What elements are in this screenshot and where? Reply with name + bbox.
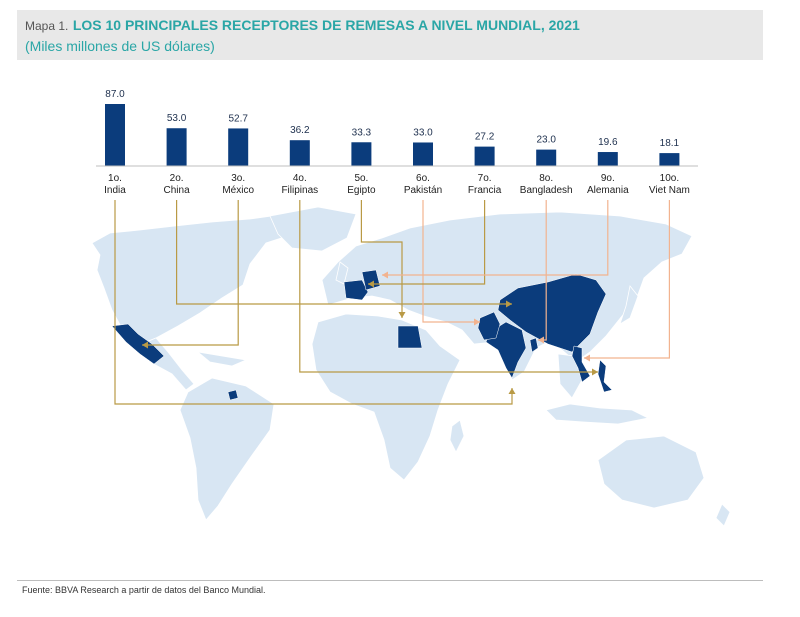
bar-México (228, 128, 249, 166)
category-label: India (104, 185, 126, 196)
arrowhead-viet-nam (584, 354, 590, 362)
south-america-landmass (179, 377, 275, 521)
connector-viet-nam (584, 200, 670, 359)
germany-highlight (361, 269, 381, 291)
madagascar-landmass (449, 419, 465, 453)
rank-label: 6o. (416, 173, 430, 184)
connector-lines (114, 200, 670, 405)
bar-Egipto (351, 142, 372, 166)
footer-divider (17, 580, 763, 581)
arrowhead-france (368, 280, 374, 288)
highlighted-countries (111, 269, 613, 401)
france-highlight (343, 279, 369, 301)
africa-landmass (311, 313, 461, 481)
north-america-landmass (91, 213, 301, 348)
bar-India (105, 104, 125, 166)
connector-egypt (360, 200, 403, 318)
philippines-highlight (597, 359, 613, 393)
arrowhead-egypt (398, 312, 406, 318)
bar-Pakistán (413, 142, 433, 166)
value-label: 33.3 (352, 127, 372, 138)
connector-mexico (142, 200, 239, 346)
bar-Bangladesh (536, 149, 557, 166)
indonesia-landmass (545, 403, 650, 425)
bar-Filipinas (289, 140, 310, 166)
greenland-landmass (269, 206, 357, 252)
category-label: Bangladesh (520, 185, 573, 196)
bar-China (166, 128, 187, 166)
category-label: China (164, 185, 191, 196)
connector-india (114, 200, 513, 405)
rank-label: 3o. (231, 173, 245, 184)
value-label: 52.7 (228, 113, 248, 124)
category-label: Pakistán (404, 185, 442, 196)
source-note: Fuente: BBVA Research a partir de datos … (22, 585, 266, 595)
chart-subtitle: (Miles millones de US dólares) (25, 38, 215, 54)
title-line: Mapa 1. LOS 10 PRINCIPALES RECEPTORES DE… (25, 17, 580, 35)
rank-label: 4o. (293, 173, 307, 184)
chart-header: Mapa 1. LOS 10 PRINCIPALES RECEPTORES DE… (17, 10, 763, 60)
category-label: Francia (468, 185, 502, 196)
connector-france (368, 200, 486, 285)
value-label: 87.0 (105, 89, 125, 100)
southeast-asia-landmass (557, 353, 583, 399)
value-label: 18.1 (660, 138, 680, 149)
arrowhead-india (508, 388, 516, 394)
value-label: 53.0 (167, 113, 187, 124)
arrowhead-pakistan (474, 318, 480, 326)
rank-label: 7o. (478, 173, 492, 184)
rank-label: 2o. (170, 173, 184, 184)
value-label: 19.6 (598, 137, 618, 148)
bar-Alemania (597, 152, 618, 166)
category-label: Viet Nam (649, 185, 690, 196)
bar-Viet Nam (659, 153, 680, 166)
new-zealand-landmass (715, 503, 731, 527)
bar-series: 87.0 1o.India 53.0 2o.China 52.7 3o.México 36.… (96, 89, 698, 196)
arrowhead-mexico (142, 341, 148, 349)
category-label: Alemania (587, 185, 629, 196)
arrowhead-bangladesh (538, 336, 544, 344)
bangladesh-highlight (529, 337, 539, 353)
value-label: 23.0 (536, 135, 556, 146)
mexico-highlight (111, 323, 165, 365)
egypt-highlight (397, 325, 423, 349)
value-label: 27.2 (475, 132, 495, 143)
value-label: 33.0 (413, 127, 433, 138)
connector-philippines (299, 200, 598, 373)
world-landmass (91, 206, 731, 527)
pakistan-highlight (477, 311, 501, 341)
bar-Francia (474, 146, 495, 166)
rank-label: 5o. (354, 173, 368, 184)
map-number: Mapa 1. (25, 19, 69, 33)
caribbean-highlight-highlight (227, 389, 239, 401)
chart-title: LOS 10 PRINCIPALES RECEPTORES DE REMESAS… (72, 17, 580, 33)
rank-label: 10o. (660, 173, 679, 184)
connector-pakistan (422, 200, 480, 323)
connector-germany (382, 200, 609, 276)
viet-nam-highlight (571, 345, 591, 383)
value-label: 36.2 (290, 125, 310, 136)
arrowhead-philippines (592, 368, 598, 376)
category-label: México (222, 185, 254, 196)
rank-label: 1o. (108, 173, 122, 184)
category-label: Filipinas (281, 185, 318, 196)
rank-label: 9o. (601, 173, 615, 184)
japan-landmass (619, 285, 639, 325)
caribbean-landmass (196, 351, 248, 367)
arrowhead-china (506, 300, 512, 308)
china-highlight (497, 273, 607, 353)
category-label: Egipto (347, 185, 376, 196)
australia-landmass (597, 435, 705, 509)
connector-china (176, 200, 512, 305)
rank-label: 8o. (539, 173, 553, 184)
arrowhead-germany (382, 271, 388, 279)
